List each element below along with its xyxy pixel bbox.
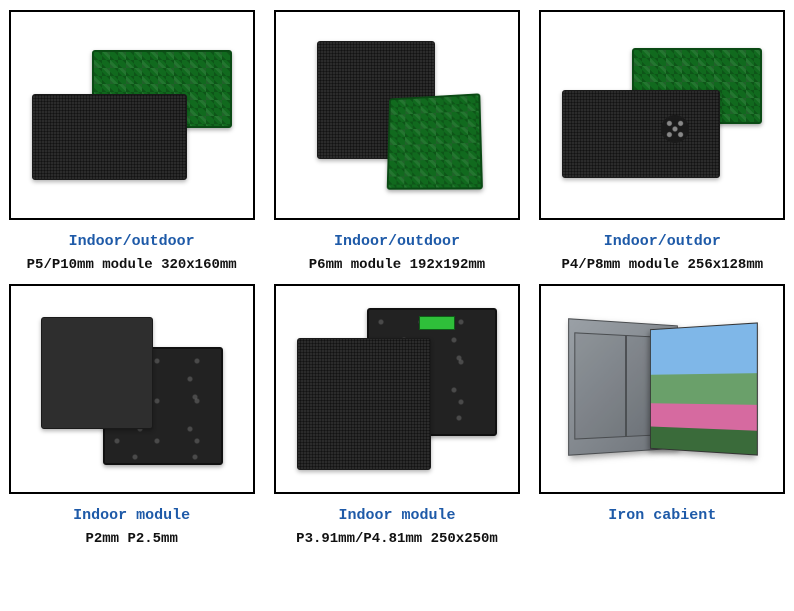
product-caption: Indoor/outdor P4/P8mm module 256x128mm — [562, 230, 764, 276]
caption-line2: P2mm P2.5mm — [73, 528, 190, 550]
iron-cabinet-illustration — [557, 304, 767, 474]
product-card: Indoor/outdor P4/P8mm module 256x128mm — [537, 10, 788, 276]
product-caption: Indoor/outdoor P5/P10mm module 320x160mm — [27, 230, 237, 276]
product-card: Indoor module P2mm P2.5mm — [6, 284, 257, 550]
product-grid: Indoor/outdoor P5/P10mm module 320x160mm… — [6, 10, 788, 551]
caption-line1: Indoor/outdoor — [309, 230, 485, 254]
led-module-illustration — [297, 304, 497, 474]
product-card: Indoor/outdoor P5/P10mm module 320x160mm — [6, 10, 257, 276]
product-image-box — [274, 10, 520, 220]
caption-line1: Indoor module — [296, 504, 498, 528]
driver-chip-icon — [419, 316, 455, 330]
led-module-illustration — [32, 40, 232, 190]
caption-line1: Iron cabient — [608, 504, 716, 528]
caption-line1: Indoor/outdor — [562, 230, 764, 254]
caption-line2: P3.91mm/P4.81mm 250x250m — [296, 528, 498, 550]
caption-line2: P4/P8mm module 256x128mm — [562, 254, 764, 276]
led-panel-front-icon — [297, 338, 431, 470]
caption-line2: P5/P10mm module 320x160mm — [27, 254, 237, 276]
product-image-box — [539, 284, 785, 494]
product-caption: Indoor/outdoor P6mm module 192x192mm — [309, 230, 485, 276]
led-panel-front-icon — [562, 90, 720, 178]
led-module-illustration — [562, 40, 762, 190]
led-panel-front-icon — [32, 94, 187, 180]
product-card: Indoor/outdoor P6mm module 192x192mm — [271, 10, 522, 276]
product-image-box — [9, 284, 255, 494]
cabinet-screen-icon — [650, 323, 758, 456]
led-panel-front-icon — [41, 317, 153, 429]
product-caption: Iron cabient — [608, 504, 716, 528]
product-image-box — [274, 284, 520, 494]
connector-dots-icon — [661, 115, 689, 143]
caption-line2: P6mm module 192x192mm — [309, 254, 485, 276]
product-card: Indoor module P3.91mm/P4.81mm 250x250m — [271, 284, 522, 550]
pcb-back-icon — [387, 93, 483, 189]
caption-line1: Indoor module — [73, 504, 190, 528]
led-module-illustration — [37, 309, 227, 469]
product-caption: Indoor module P3.91mm/P4.81mm 250x250m — [296, 504, 498, 550]
caption-line1: Indoor/outdoor — [27, 230, 237, 254]
product-card: Iron cabient — [537, 284, 788, 550]
product-caption: Indoor module P2mm P2.5mm — [73, 504, 190, 550]
product-image-box — [9, 10, 255, 220]
led-module-illustration — [307, 35, 487, 195]
product-image-box — [539, 10, 785, 220]
